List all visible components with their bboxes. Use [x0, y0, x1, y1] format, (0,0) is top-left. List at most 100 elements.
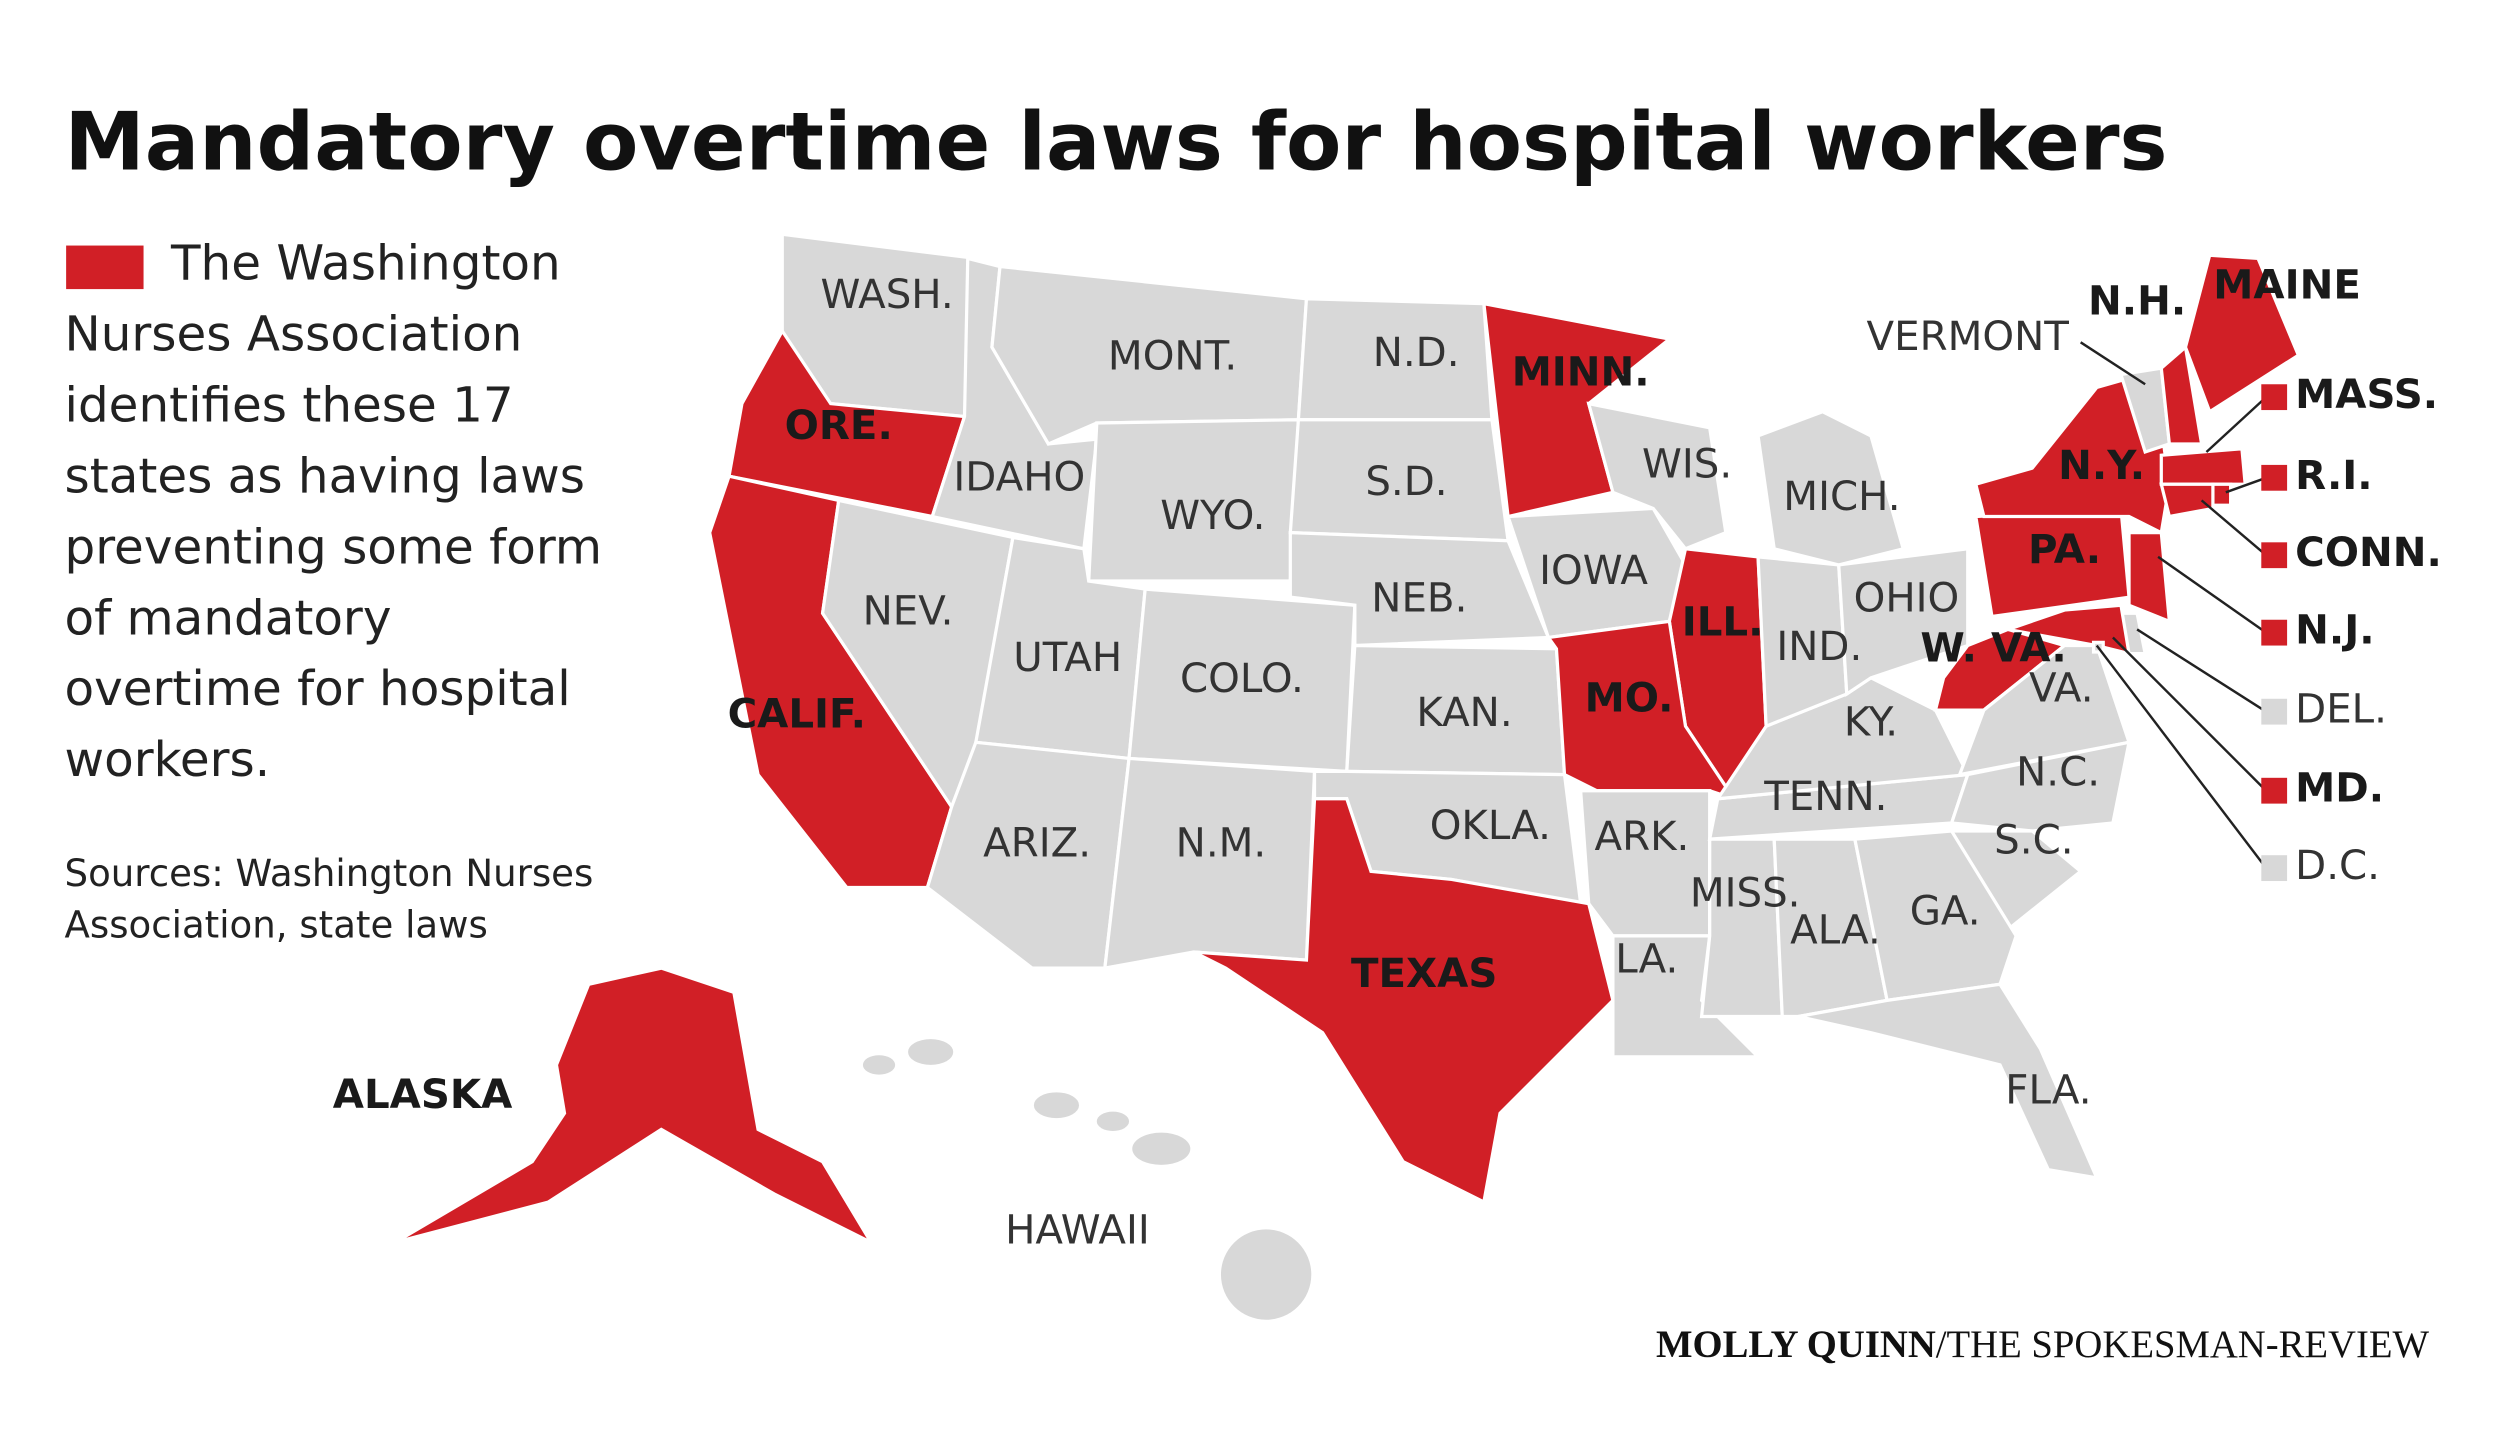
state-label: S.D.: [1365, 458, 1447, 505]
state-label: NEV.: [863, 587, 954, 634]
callout-swatch: [2261, 855, 2288, 882]
state-label: ARK.: [1595, 813, 1690, 860]
state-label: UTAH: [1013, 634, 1122, 681]
credit-author: MOLLY QUINN: [1656, 1324, 1936, 1366]
credit: MOLLY QUINN/THE SPOKESMAN-REVIEW: [1656, 1324, 2430, 1366]
state-label: N.H.: [2088, 278, 2186, 325]
state-label: DEL.: [2295, 686, 2387, 733]
state-label: FLA.: [2005, 1066, 2091, 1113]
state-label: MO.: [1585, 674, 1674, 721]
island: [1096, 1111, 1130, 1132]
leader-line: [2157, 555, 2267, 634]
island: [908, 1039, 954, 1065]
state-label: TENN.: [1763, 773, 1887, 820]
state-label: ILL.: [1682, 599, 1764, 646]
title: Mandatory overtime laws for hospital wor…: [65, 96, 2168, 190]
state-label: N.D.: [1373, 329, 1460, 376]
state-label: MICH.: [1783, 473, 1900, 520]
state-label: MD.: [2295, 765, 2384, 812]
state-label: TEXAS: [1351, 950, 1497, 997]
state-shape: [1756, 409, 1906, 567]
leader-line: [2136, 628, 2267, 713]
callout-swatch: [2261, 542, 2288, 569]
state-label: CALIF.: [728, 691, 866, 738]
legend-box: The Washington Nurses Association identi…: [64, 235, 603, 790]
state-label: VERMONT: [1867, 313, 2070, 360]
island: [1132, 1132, 1191, 1165]
state-shape: [2127, 531, 2172, 624]
state-label: PA.: [2028, 526, 2101, 573]
state-shape: [1699, 837, 1784, 1019]
state-shape: [1837, 546, 1970, 697]
state-label: WIS.: [1642, 441, 1732, 488]
leader-line: [2095, 644, 2268, 869]
state-shape: [2159, 447, 2247, 486]
state-label: N.Y.: [2058, 442, 2145, 489]
state-label: MINN.: [1512, 349, 1650, 396]
callout-swatch: [2261, 464, 2288, 491]
state-shape: [1798, 982, 2100, 1180]
state-label: COLO.: [1180, 655, 1304, 702]
state-shape: [2211, 482, 2233, 507]
leader-line: [2200, 499, 2267, 557]
state-shape: [2183, 253, 2301, 415]
state-shapes: [394, 232, 2301, 1247]
leader-line: [2079, 341, 2146, 386]
callout-swatch: [2261, 777, 2288, 804]
leader-line: [2205, 396, 2267, 453]
island: [1033, 1092, 1080, 1119]
callout-swatch: [2261, 384, 2288, 411]
state-label: N.C.: [2016, 749, 2100, 796]
leader-line: [2112, 636, 2267, 792]
state-label: ALASKA: [333, 1071, 513, 1118]
state-label: IND.: [1776, 623, 1862, 670]
state-label: NEB.: [1371, 574, 1467, 621]
state-label: S.C.: [1994, 816, 2073, 863]
state-shape: [1192, 797, 1615, 1205]
sources: Sources: Washington Nurses Association, …: [64, 853, 594, 948]
state-shape: [1957, 643, 2132, 777]
hawaii-islands: [862, 1039, 1312, 1320]
state-label: R.I.: [2295, 452, 2372, 499]
state-label: HAWAII: [1005, 1207, 1150, 1254]
state-label: MAINE: [2213, 261, 2361, 308]
state-label: GA.: [1910, 887, 1981, 934]
state-label: ORE.: [785, 402, 893, 449]
state-shape: [394, 966, 876, 1247]
state-label: W. VA.: [1920, 624, 2066, 671]
callout-swatch: [2261, 698, 2288, 725]
state-shape: [1852, 829, 2018, 1003]
state-shape: [2159, 344, 2204, 446]
state-label: IDAHO: [953, 453, 1085, 500]
state-label: ARIZ.: [983, 820, 1091, 867]
state-shape: [1611, 934, 1762, 1059]
state-label: D.C.: [2295, 842, 2380, 889]
state-label: WYO.: [1160, 492, 1265, 539]
state-label: MISS.: [1690, 870, 1801, 917]
state-label: WASH.: [820, 271, 953, 318]
state-label: CONN.: [2295, 529, 2442, 576]
legend-text: The Washington Nurses Association identi…: [64, 235, 603, 790]
state-label: IOWA: [1539, 547, 1648, 594]
state-label: KY.: [1844, 699, 1898, 746]
leader-line: [2225, 476, 2267, 494]
state-labels: WASH. ORE. CALIF. NEV. IDAHO MONT. WYO. UTAH COL…: [333, 261, 2442, 1253]
sources-box: Sources: Washington Nurses Association, …: [64, 853, 594, 948]
state-shape: [2159, 482, 2215, 519]
state-label: VA.: [2029, 665, 2094, 712]
state-label: N.M.: [1176, 820, 1267, 867]
state-label: LA.: [1615, 936, 1678, 983]
credit-outlet: /THE SPOKESMAN-REVIEW: [1936, 1324, 2430, 1366]
state-label: N.J.: [2295, 607, 2374, 654]
state-label: ALA.: [1790, 907, 1881, 954]
island: [862, 1055, 896, 1075]
island: [1220, 1229, 1312, 1320]
state-label: OKLA.: [1430, 802, 1551, 849]
state-label: MASS.: [2295, 371, 2438, 418]
leader-lines: [2079, 341, 2268, 869]
callout-swatch: [2261, 619, 2288, 646]
state-label: KAN.: [1416, 689, 1512, 736]
state-label: MONT.: [1108, 332, 1237, 379]
